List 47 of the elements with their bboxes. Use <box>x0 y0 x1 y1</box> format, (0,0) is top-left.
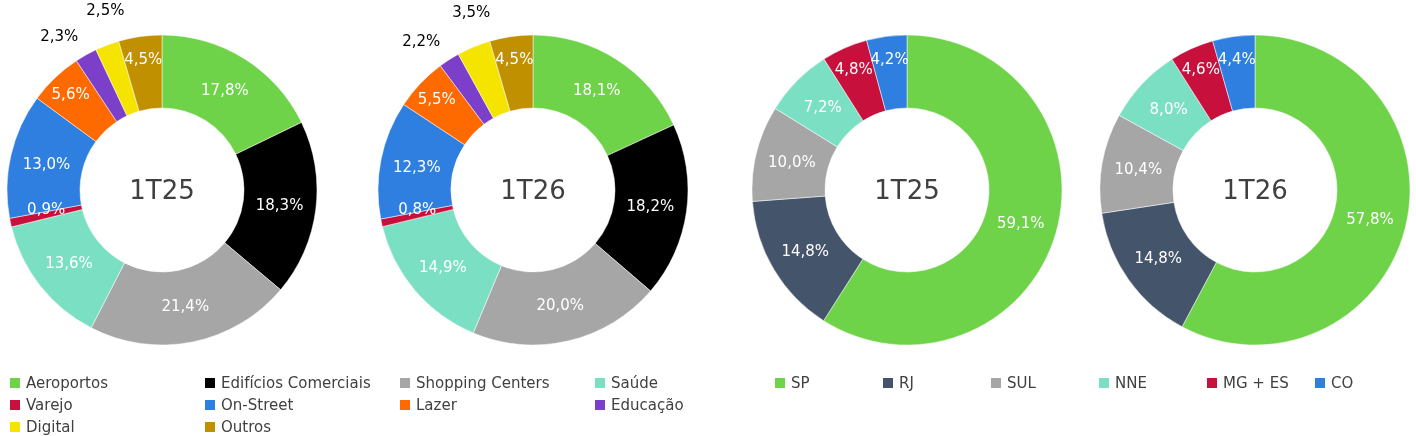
data-label: 18,1% <box>572 81 621 100</box>
data-label: 14,8% <box>1134 249 1183 268</box>
legend-label: Educação <box>611 396 684 414</box>
legend-label: Varejo <box>26 396 73 414</box>
data-label: 5,5% <box>417 89 456 108</box>
legend-label: Aeroportos <box>26 374 109 392</box>
data-label: 10,4% <box>1114 160 1163 179</box>
data-label: 3,5% <box>452 3 491 22</box>
slice-label: 1T25 <box>129 175 195 205</box>
data-label: 14,8% <box>781 241 830 260</box>
data-label: 20,0% <box>536 296 585 315</box>
slice-label: 1T26 <box>1222 175 1288 205</box>
data-label: 8,0% <box>1149 99 1188 118</box>
data-label: 10,0% <box>768 152 816 171</box>
legend-label: On-Street <box>221 396 294 414</box>
data-label: 2,5% <box>86 1 125 20</box>
legend-label: Edifícios Comerciais <box>221 374 371 392</box>
data-label: 14,9% <box>419 257 467 276</box>
data-label: 57,8% <box>1346 209 1394 228</box>
data-label: 59,1% <box>996 214 1045 233</box>
data-label: 13,0% <box>22 154 71 173</box>
data-label: 2,3% <box>40 26 79 45</box>
legend-label: SUL <box>1007 374 1037 392</box>
data-label: 4,5% <box>495 49 534 68</box>
legend-label: MG + ES <box>1223 374 1289 392</box>
data-label: 18,2% <box>626 197 675 216</box>
legend-label: Shopping Centers <box>416 374 550 392</box>
data-label: 2,2% <box>402 32 441 51</box>
legend-label: Saúde <box>611 374 658 392</box>
data-label: 7,2% <box>803 97 842 116</box>
data-label: 18,3% <box>255 195 304 214</box>
data-label: 5,6% <box>51 85 90 104</box>
slice-label: 1T25 <box>874 175 940 205</box>
legend-label: Outros <box>221 418 272 436</box>
slice-label: 1T26 <box>500 175 566 205</box>
legend-label: SP <box>791 374 810 392</box>
data-label: 12,3% <box>392 157 441 176</box>
data-label: 13,6% <box>45 254 93 273</box>
data-label: 17,8% <box>201 80 249 99</box>
data-label: 21,4% <box>161 297 210 316</box>
legend-label: Lazer <box>416 396 458 414</box>
data-label: 4,4% <box>1217 49 1256 68</box>
legend-label: RJ <box>899 374 914 392</box>
data-label: 4,5% <box>124 49 163 68</box>
legend-label: NNE <box>1115 374 1147 392</box>
legend-label: CO <box>1331 374 1354 392</box>
legend-label: Digital <box>26 418 75 436</box>
